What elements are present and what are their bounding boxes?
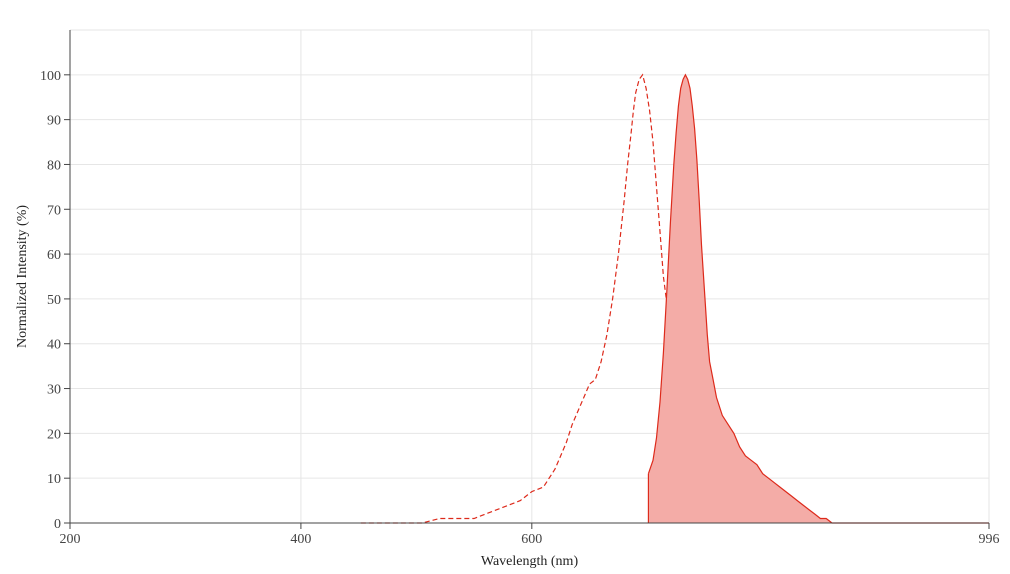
y-axis-title: Normalized Intensity (%) [15, 205, 30, 348]
y-tick-label: 0 [54, 517, 61, 532]
y-tick-label: 30 [47, 383, 61, 398]
emission-line [647, 73, 989, 524]
x-tick-label: 996 [979, 532, 1000, 547]
y-tick-label: 60 [47, 248, 61, 263]
x-tick-label: 600 [521, 532, 542, 547]
y-tick-label: 100 [40, 69, 61, 84]
y-tick-label: 90 [47, 114, 61, 129]
emission-area [648, 74, 989, 524]
series-layer [360, 73, 989, 524]
y-tick-label: 50 [47, 293, 61, 308]
y-tick-label: 70 [47, 203, 61, 218]
y-tick-label: 10 [47, 472, 61, 487]
x-tick-label: 200 [60, 532, 81, 547]
axes: 0 10 20 30 40 50 60 70 80 90 100 200 400 600 996 [40, 30, 1000, 547]
x-tick-label: 400 [290, 532, 311, 547]
y-tick-label: 40 [47, 338, 61, 353]
grid [69, 29, 990, 524]
y-tick-label: 80 [47, 158, 61, 173]
x-axis-title: Wavelength (nm) [481, 554, 579, 569]
y-tick-label: 20 [47, 427, 61, 442]
